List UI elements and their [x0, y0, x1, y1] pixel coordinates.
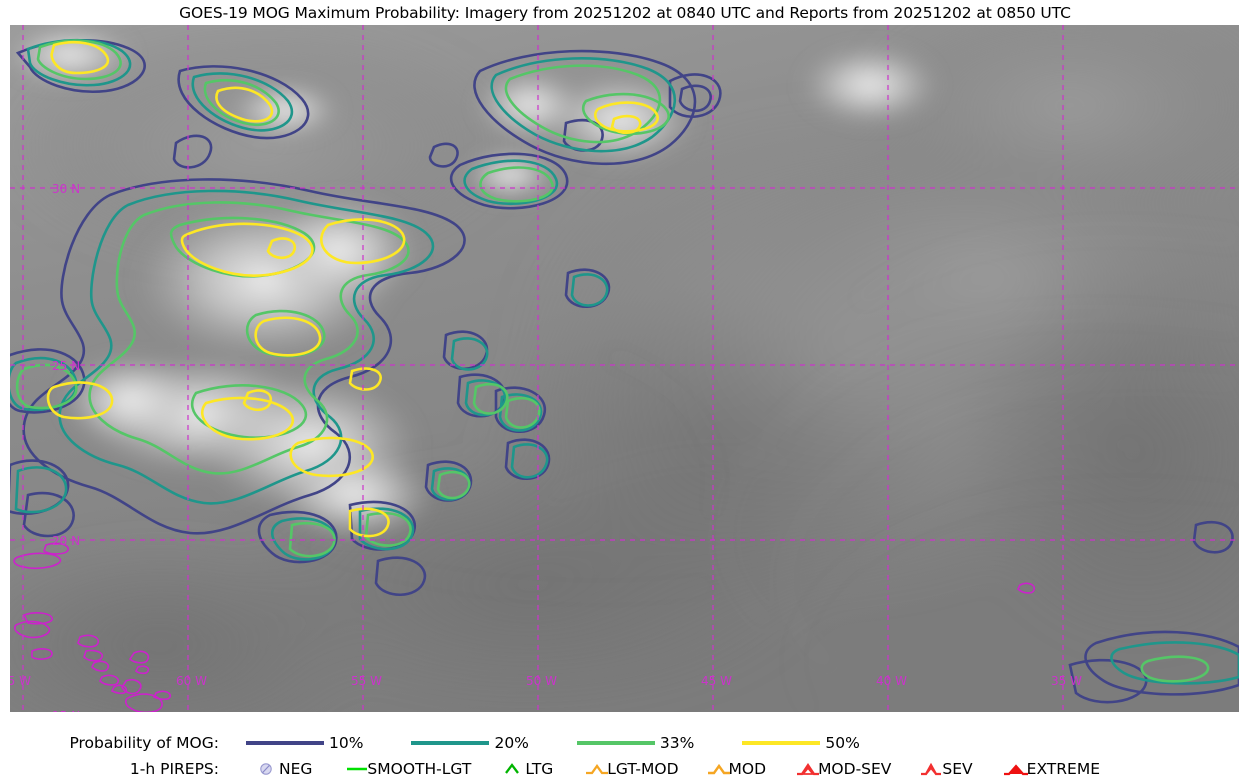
pirep-ltg-label: LTG: [525, 760, 554, 778]
spiral-bands: [549, 229, 1239, 666]
prob-50-swatch: [742, 741, 821, 745]
mod-chevron-icon: [706, 761, 730, 777]
pirep-smooth-lgt-label: SMOOTH-LGT: [367, 760, 472, 778]
lat-label-25n: 25 N: [52, 359, 80, 373]
pireps-legend-title: 1-h PIREPS:: [129, 760, 219, 778]
lon-label-55w: 55 W: [351, 674, 382, 688]
legend-item-prob-33[interactable]: 33%: [576, 734, 695, 752]
legend-item-pirep-lgt-mod[interactable]: LGT-MOD: [584, 760, 679, 778]
lon-label-45w: 45 W: [701, 674, 732, 688]
lon-label-65w: 65 W: [10, 674, 31, 688]
legend-item-pirep-ltg[interactable]: LTG: [502, 760, 553, 778]
pirep-sev-label: SEV: [942, 760, 973, 778]
legend-panel: Probability of MOG: 10% 20% 33% 50% 1-h …: [0, 712, 1250, 782]
lat-label-20n: 20 N: [52, 534, 80, 548]
prob-33-label: 33%: [659, 734, 695, 752]
page-title: GOES-19 MOG Maximum Probability: Imagery…: [179, 3, 1071, 22]
coastline: [13, 542, 1036, 712]
prob-10-swatch: [246, 741, 324, 745]
legend-item-pirep-neg[interactable]: NEG: [257, 760, 312, 778]
extreme-filled-triangle-icon: [1002, 761, 1028, 777]
pirep-lgt-mod-label: LGT-MOD: [607, 760, 679, 778]
lon-label-50w: 50 W: [526, 674, 557, 688]
lat-label-30n: 30 N: [52, 182, 80, 196]
prob-33-swatch: [576, 741, 655, 745]
legend-item-pirep-mod-sev[interactable]: MOD-SEV: [795, 760, 891, 778]
pirep-mod-label: MOD: [728, 760, 767, 778]
legend-item-pirep-sev[interactable]: SEV: [918, 760, 973, 778]
lat-lon-grid: [10, 25, 1239, 712]
prob-20-label: 20%: [494, 734, 529, 752]
legend-item-prob-50[interactable]: 50%: [742, 734, 860, 752]
neg-circle-slash-icon: [257, 761, 279, 777]
lon-label-60w: 60 W: [176, 674, 207, 688]
prob-50-label: 50%: [825, 734, 860, 752]
legend-item-prob-10[interactable]: 10%: [246, 734, 363, 752]
legend-item-prob-20[interactable]: 20%: [411, 734, 529, 752]
prob-10-label: 10%: [329, 734, 364, 752]
grid-labels: 30 N 25 N 20 N 15 N 65 W 60 W 55 W 50 W …: [10, 182, 1082, 712]
lon-label-40w: 40 W: [876, 674, 907, 688]
pireps-legend-row: 1-h PIREPS: NEG SMOOTH-LGT: [0, 756, 1250, 782]
contour-50pct: [46, 41, 659, 538]
lat-label-15n: 15 N: [52, 709, 80, 712]
pirep-neg-label: NEG: [279, 760, 313, 778]
prob-20-swatch: [411, 741, 490, 745]
sev-double-chevron-icon: [918, 761, 942, 777]
map-canvas: 30 N 25 N 20 N 15 N 65 W 60 W 55 W 50 W …: [10, 25, 1239, 712]
pirep-mod-sev-label: MOD-SEV: [818, 760, 892, 778]
smooth-lgt-line-icon: [345, 761, 368, 777]
contour-20pct: [10, 38, 1239, 685]
satellite-map[interactable]: 30 N 25 N 20 N 15 N 65 W 60 W 55 W 50 W …: [10, 25, 1239, 712]
lon-label-35w: 35 W: [1051, 674, 1082, 688]
probability-legend-title: Probability of MOG:: [69, 734, 219, 752]
legend-item-pirep-smooth-lgt[interactable]: SMOOTH-LGT: [345, 760, 471, 778]
lgt-mod-chevron-icon: [584, 761, 609, 777]
ltg-chevron-icon: [502, 761, 524, 777]
mod-sev-peak-icon: [795, 761, 820, 777]
probability-legend-row: Probability of MOG: 10% 20% 33% 50%: [0, 730, 1250, 756]
legend-item-pirep-mod[interactable]: MOD: [706, 760, 767, 778]
legend-item-pirep-extreme[interactable]: EXTREME: [1002, 760, 1100, 778]
pirep-extreme-label: EXTREME: [1026, 760, 1100, 778]
